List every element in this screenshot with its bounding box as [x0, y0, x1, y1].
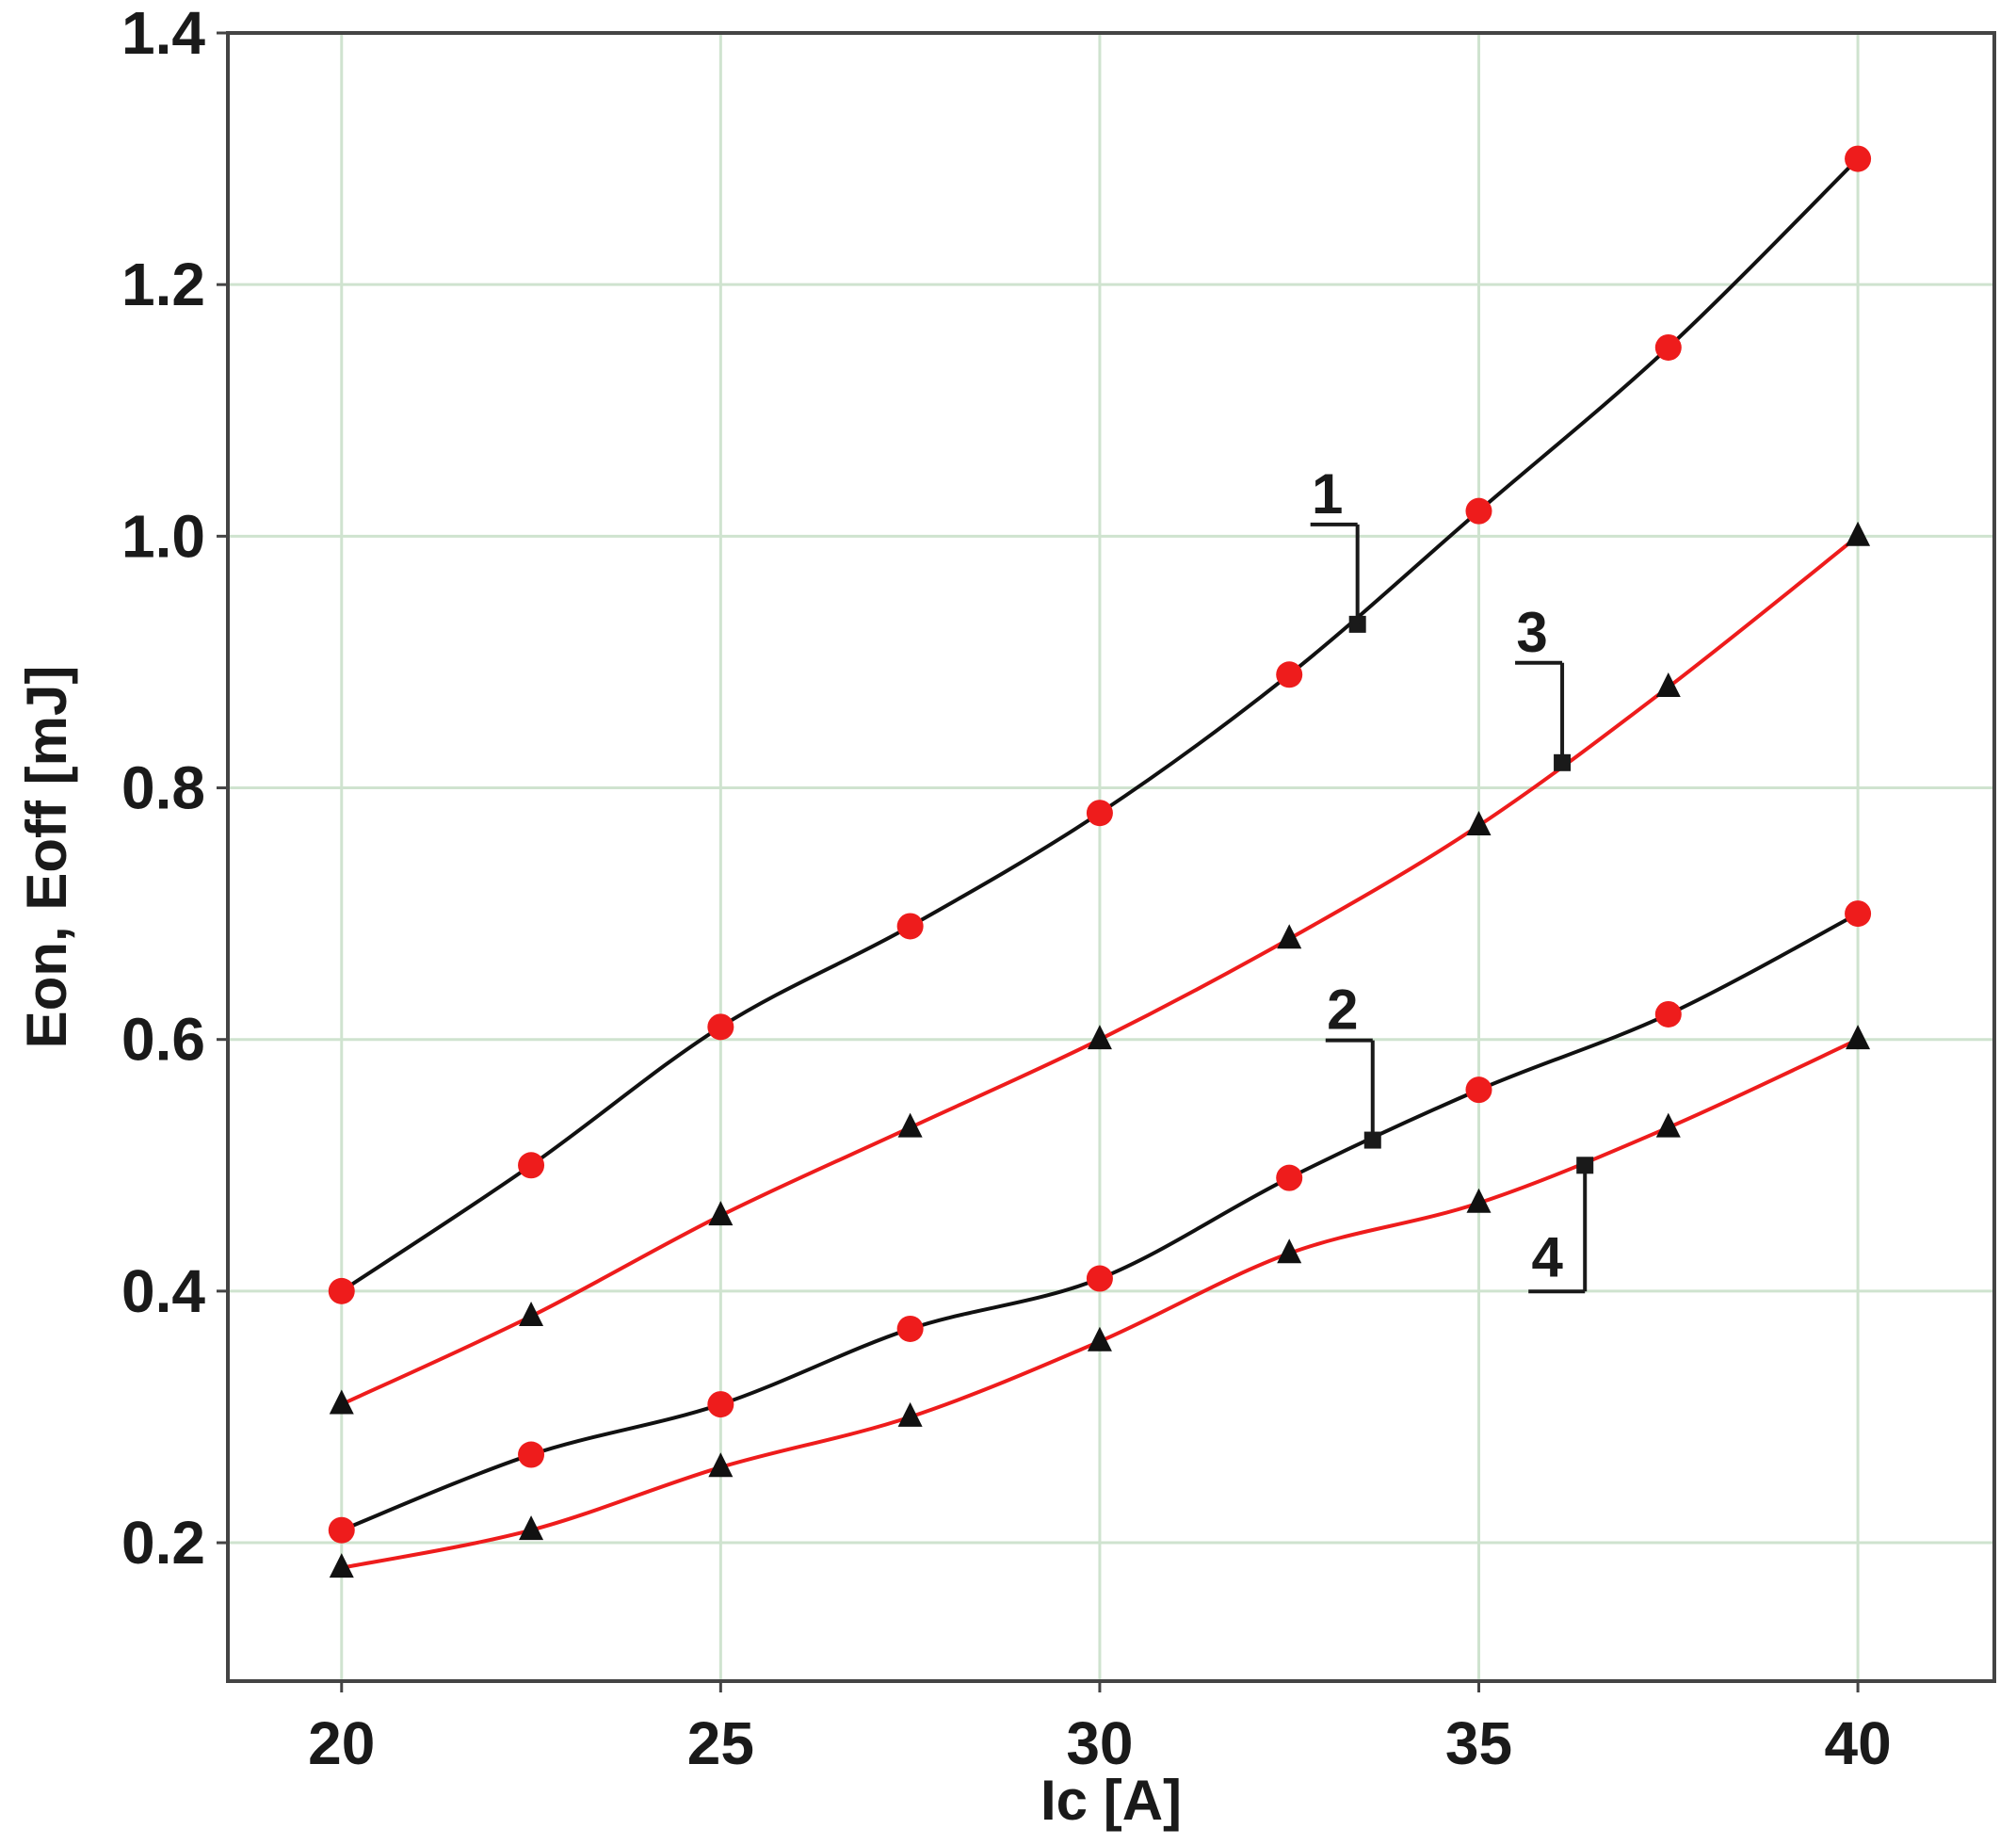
data-point [1086, 800, 1113, 827]
data-point [1466, 1188, 1492, 1213]
y-tick-label: 1.0 [121, 502, 205, 570]
data-point [897, 1112, 923, 1138]
x-axis: 20 25 30 35 40 [308, 1681, 1892, 1777]
data-point [1845, 145, 1872, 172]
data-point [708, 1201, 734, 1226]
plot-frame [226, 31, 1996, 1683]
data-point [328, 1277, 355, 1304]
y-tick-label: 1.2 [121, 251, 205, 318]
data-point [708, 1452, 734, 1478]
grid [228, 31, 1994, 1681]
data-point [518, 1441, 545, 1468]
y-tick-label: 0.8 [121, 754, 205, 822]
y-axis-title: Eon, Eoff [mJ] [15, 666, 78, 1049]
data-point [518, 1152, 545, 1179]
y-tick-label: 0.2 [121, 1509, 205, 1577]
callout-2: 2 [1325, 979, 1381, 1149]
data-point [1277, 924, 1302, 949]
y-tick-label: 1.4 [121, 0, 205, 67]
curve-label-4: 4 [1532, 1225, 1564, 1288]
curve-label-1: 1 [1312, 462, 1343, 526]
series-4 [329, 1025, 1871, 1578]
data-point [1655, 672, 1681, 698]
callout-4: 4 [1528, 1157, 1594, 1294]
data-point [1087, 1025, 1112, 1050]
data-point [519, 1515, 544, 1541]
series-2 [328, 900, 1872, 1544]
data-point [1087, 1326, 1112, 1351]
series-layer [328, 145, 1872, 1578]
data-point [1654, 1000, 1682, 1028]
x-tick-label: 20 [308, 1709, 375, 1777]
curve-callouts: 1 3 2 4 [1310, 462, 1594, 1294]
x-tick-label: 25 [687, 1709, 754, 1777]
data-point [1655, 1112, 1681, 1138]
data-point [1276, 661, 1303, 688]
y-tick-label: 0.6 [121, 1006, 205, 1074]
data-point [329, 1553, 354, 1578]
curve-label-2: 2 [1327, 979, 1358, 1042]
data-point [896, 913, 924, 940]
data-point [1846, 521, 1871, 546]
y-tick-label: 0.4 [121, 1257, 205, 1325]
data-point [1654, 333, 1682, 361]
data-point [1086, 1265, 1113, 1292]
callout-3: 3 [1515, 601, 1572, 771]
y-axis: 0.2 0.4 0.6 0.8 1.0 1.2 1.4 [121, 0, 228, 1577]
x-tick-label: 40 [1824, 1709, 1891, 1777]
data-point [897, 1401, 923, 1427]
series-3 [329, 521, 1871, 1415]
data-point [1276, 1164, 1303, 1191]
x-tick-label: 30 [1066, 1709, 1133, 1777]
x-tick-label: 35 [1445, 1709, 1512, 1777]
data-point [896, 1315, 924, 1342]
curve-label-3: 3 [1516, 601, 1547, 664]
callout-1: 1 [1310, 462, 1366, 633]
data-point [1846, 1025, 1871, 1050]
data-point [707, 1013, 734, 1041]
data-point [707, 1391, 734, 1418]
series-line-3 [340, 534, 1860, 1406]
data-point [1277, 1238, 1302, 1264]
data-point [1465, 1076, 1492, 1104]
data-point [1845, 900, 1872, 928]
data-point [1465, 497, 1492, 525]
data-point [328, 1516, 355, 1544]
data-point [1466, 811, 1492, 836]
x-axis-title: Ic [A] [1040, 1769, 1182, 1832]
series-1 [328, 145, 1872, 1304]
data-point [519, 1301, 544, 1326]
data-point [329, 1389, 354, 1415]
